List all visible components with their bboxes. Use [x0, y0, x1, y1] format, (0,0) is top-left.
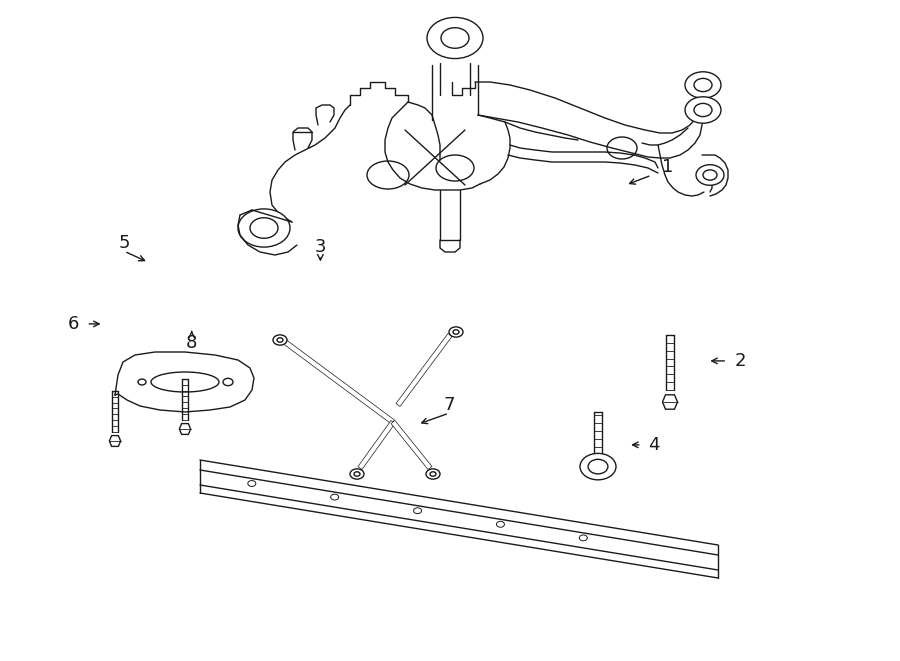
Circle shape: [223, 378, 233, 385]
Polygon shape: [662, 395, 678, 409]
Text: 4: 4: [649, 436, 660, 454]
Circle shape: [427, 17, 483, 59]
Circle shape: [238, 209, 290, 247]
Text: 3: 3: [315, 237, 326, 256]
Circle shape: [685, 97, 721, 123]
Polygon shape: [284, 340, 394, 424]
Circle shape: [430, 472, 436, 476]
Text: 8: 8: [186, 334, 197, 352]
Circle shape: [273, 335, 287, 345]
Circle shape: [696, 165, 724, 185]
Circle shape: [588, 459, 608, 474]
Circle shape: [277, 338, 283, 342]
Text: 7: 7: [444, 395, 454, 414]
Circle shape: [330, 494, 338, 500]
Circle shape: [497, 522, 504, 527]
Circle shape: [694, 79, 712, 92]
Circle shape: [441, 28, 469, 48]
Polygon shape: [179, 424, 191, 434]
Circle shape: [580, 453, 616, 480]
Circle shape: [250, 217, 278, 238]
Polygon shape: [396, 334, 452, 407]
Polygon shape: [392, 420, 432, 469]
Circle shape: [694, 103, 712, 116]
Circle shape: [453, 330, 459, 334]
Circle shape: [703, 170, 717, 180]
Circle shape: [580, 535, 588, 541]
Circle shape: [685, 72, 721, 98]
Circle shape: [350, 469, 364, 479]
Polygon shape: [110, 436, 121, 446]
Polygon shape: [358, 420, 395, 469]
Circle shape: [354, 472, 360, 476]
Circle shape: [138, 379, 146, 385]
Text: 5: 5: [119, 233, 130, 252]
Circle shape: [426, 469, 440, 479]
Circle shape: [449, 327, 463, 337]
Circle shape: [248, 481, 256, 486]
Text: 2: 2: [735, 352, 746, 370]
Text: 6: 6: [68, 315, 79, 333]
Circle shape: [414, 508, 421, 514]
Text: 1: 1: [662, 158, 673, 176]
